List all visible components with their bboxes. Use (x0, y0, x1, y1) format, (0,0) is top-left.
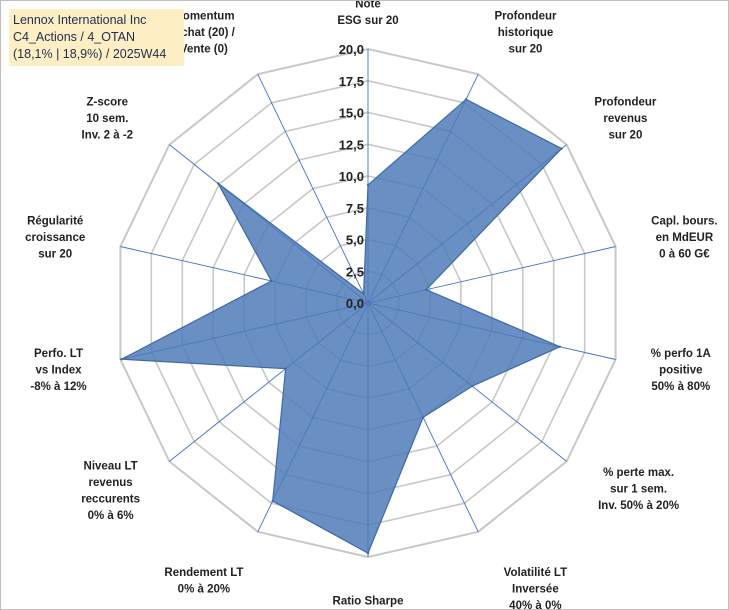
axis-label-line: % perte max. (603, 467, 674, 479)
data-point-9 (271, 499, 274, 503)
axis-label-line: Perfo. LT (34, 348, 83, 360)
data-point-1 (366, 183, 370, 187)
axis-label-13: Z-score 10 sem. Inv. 2 à -2 (82, 97, 134, 142)
axis-label-line: croissance (25, 232, 85, 244)
axis-label-4: Capl. bours. en MdEUR 0 à 60 G€ (651, 216, 717, 261)
axis-label-line: 10 sem. (86, 113, 128, 125)
axis-label-line: reccurents (81, 494, 140, 506)
axis-label-line: sur 20 (38, 249, 72, 261)
data-point-2 (464, 98, 468, 101)
axis-label-line: 0% à 20% (178, 584, 230, 596)
title-scores-week: (18,1% | 18,9%) / 2025W44 (13, 47, 167, 61)
axis-label-line: Inversée (512, 584, 559, 596)
axis-label-line: revenus (603, 113, 647, 125)
axis-label-line: revenus (89, 477, 133, 489)
axis-label-line: 0 à 60 G€ (659, 249, 710, 261)
tick-label-6: 15,0 (339, 106, 364, 121)
axis-label-10: Niveau LT revenus reccurents 0% à 6% (81, 461, 140, 523)
axis-label-line: 40% à 0% (509, 600, 561, 609)
axis-label-line: sur 20 (608, 130, 642, 142)
axis-label-5: % perfo 1A positive 50% à 80% (651, 348, 711, 393)
axis-label-line: Niveau LT (84, 461, 138, 473)
tick-label-0: 0,0 (346, 296, 364, 311)
axis-label-line: sur 20 (509, 43, 543, 55)
axis-label-line: Inv. 2 à -2 (82, 130, 134, 142)
axis-label-line: Profondeur (495, 10, 557, 22)
axis-label-line: % perfo 1A (651, 348, 711, 360)
axis-label-line: Note (355, 1, 381, 11)
axis-label-line: Régularité (27, 216, 83, 228)
axis-label-line: Z-score (87, 97, 129, 109)
axis-label-3: Profondeur revenus sur 20 (594, 97, 656, 142)
axis-label-line: ESG sur 20 (337, 15, 398, 27)
axis-label-line: Momentum (173, 10, 234, 22)
data-point-11 (120, 358, 123, 361)
axis-label-7: Volatilité LT Inversée 40% à 0% (504, 567, 567, 609)
axis-label-line: sur 1 sem. (610, 483, 667, 495)
data-point-12 (270, 279, 273, 283)
axis-label-line: Profondeur (594, 97, 656, 109)
series-area (119, 98, 563, 555)
data-point-8 (366, 552, 370, 555)
data-point-5 (558, 345, 562, 348)
data-point-3 (560, 147, 563, 150)
spoke-14 (257, 74, 369, 304)
title-company: Lennox International Inc (13, 13, 147, 27)
axis-label-line: Ratio Sharpe (333, 596, 404, 608)
axis-label-line: vs Index (35, 364, 82, 376)
axis-label-line: Achat (20) / (173, 27, 236, 39)
axis-label-line: Rendement LT (164, 567, 243, 579)
axis-label-14: Momentum Achat (20) / Vente (0) (173, 10, 236, 55)
axis-label-line: Inv. 50% à 20% (598, 500, 679, 512)
axis-label-11: Perfo. LT vs Index -8% à 12% (30, 348, 86, 393)
tick-label-8: 20,0 (339, 42, 364, 57)
axis-label-line: 50% à 80% (651, 381, 710, 393)
axis-label-2: Profondeur historique sur 20 (495, 10, 557, 55)
data-point-14 (362, 292, 365, 295)
tick-label-7: 17,5 (339, 74, 364, 89)
axis-label-line: -8% à 12% (30, 381, 86, 393)
axis-label-1: Note ESG sur 20 (337, 1, 398, 27)
axis-label-9: Rendement LT 0% à 20% (164, 567, 243, 596)
radial-tick-labels: 0,0 2,5 5,0 7,5 10,0 12,5 15,0 17,5 20,0 (339, 42, 364, 311)
axis-label-line: positive (659, 364, 702, 376)
axis-label-line: 0% à 6% (88, 510, 134, 522)
axis-label-line: Vente (0) (180, 43, 228, 55)
radar-series (119, 98, 563, 555)
axis-label-6: % perte max. sur 1 sem. Inv. 50% à 20% (598, 467, 679, 512)
tick-label-4: 10,0 (339, 169, 364, 184)
data-point-6 (471, 384, 474, 388)
axis-labels: Note ESG sur 20 Profondeur historique sur 20… (25, 1, 717, 609)
axis-label-line: historique (498, 27, 554, 39)
axis-label-8: Ratio Sharpe0 à 1 (333, 596, 404, 610)
axis-label-line: Volatilité LT (504, 567, 567, 579)
title-category: C4_Actions / 4_OTAN (13, 30, 136, 44)
tick-label-2: 5,0 (346, 233, 364, 248)
tick-label-5: 12,5 (339, 137, 364, 152)
data-point-4 (425, 288, 428, 291)
tick-label-3: 7,5 (346, 201, 364, 216)
tick-label-1: 2,5 (346, 264, 364, 279)
data-point-13 (216, 182, 220, 185)
axis-label-line: Capl. bours. (651, 216, 717, 228)
chart-title-box: Lennox International Inc C4_Actions / 4_… (9, 9, 184, 66)
data-point-7 (421, 416, 425, 419)
axis-label-line: en MdEUR (656, 232, 714, 244)
data-point-10 (284, 367, 287, 370)
axis-label-12: Régularité croissance sur 20 (25, 216, 85, 261)
